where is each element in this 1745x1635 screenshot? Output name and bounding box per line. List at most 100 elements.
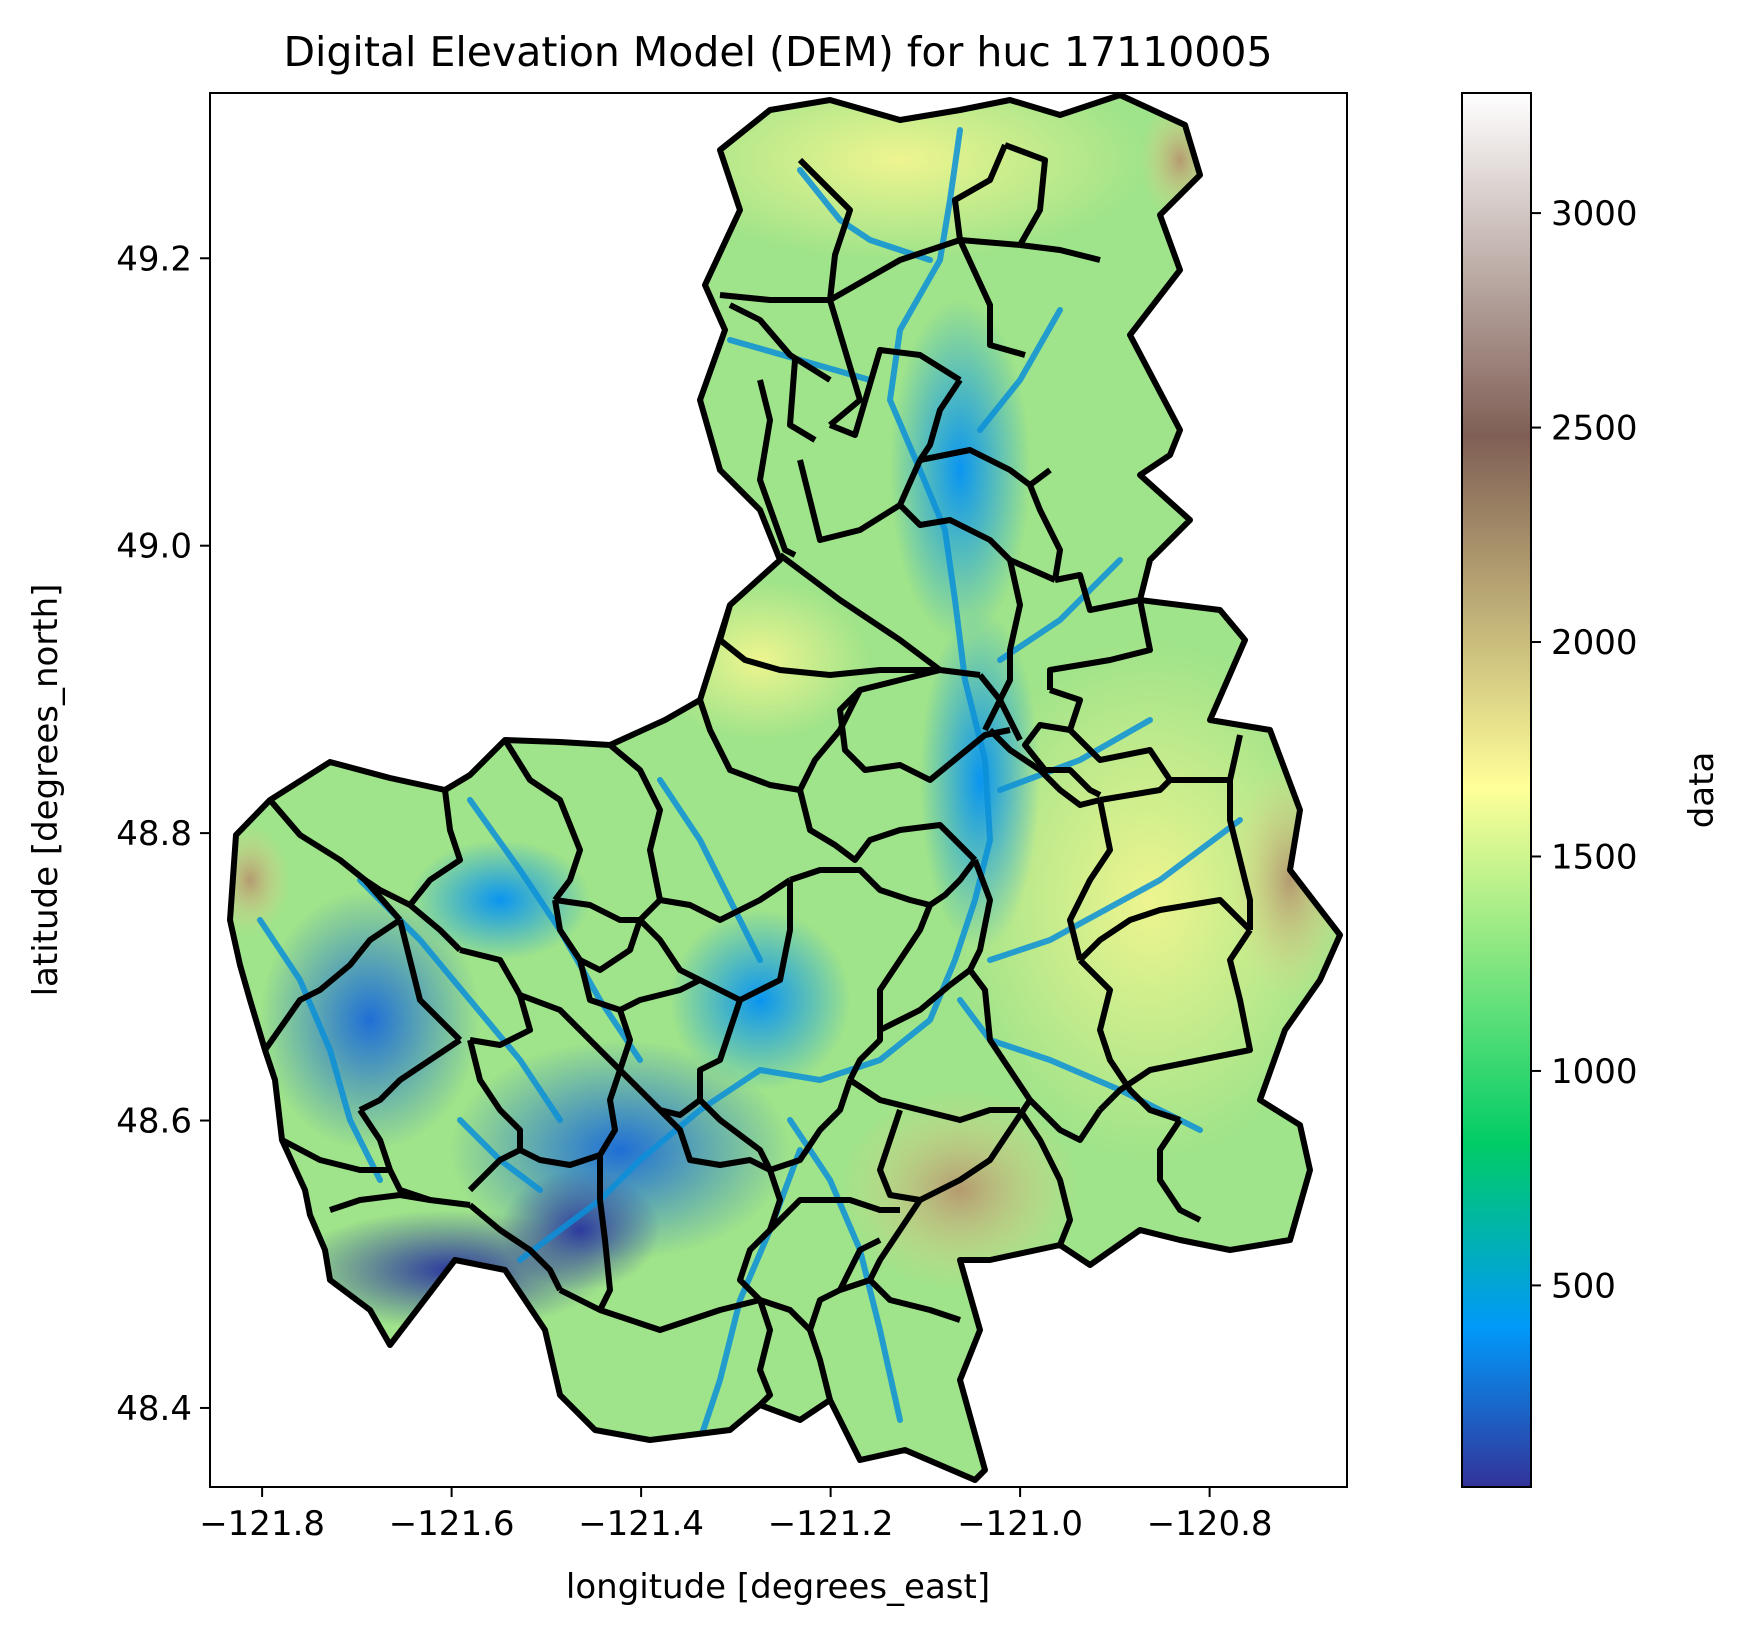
subbasin-boundary (1022, 722, 1102, 798)
subbasin-boundary (789, 867, 931, 908)
subbasin-boundary (847, 903, 933, 1082)
river-channel (517, 127, 993, 1263)
subbasin-boundary (518, 992, 623, 1073)
subbasin-boundary (837, 1237, 882, 1292)
dem-valley-upper (890, 300, 1030, 640)
subbasin-boundary (262, 917, 402, 1052)
subbasin-boundary (797, 688, 863, 792)
subbasin-boundary (807, 1277, 871, 1401)
subbasin-boundary (467, 1069, 623, 1193)
subbasin-boundary (928, 858, 978, 908)
subbasin-boundary (617, 1009, 633, 1071)
subbasin-boundary (578, 919, 643, 973)
colorbar-tick-label: 1500 (1551, 837, 1638, 877)
subbasin-boundary (1227, 734, 1253, 930)
subbasin-boundary (952, 143, 1008, 241)
subbasin-boundary (918, 1098, 1033, 1203)
subbasin-boundary (848, 1077, 1020, 1123)
river-channel (997, 557, 1123, 663)
colorbar-tick-label: 2500 (1551, 409, 1638, 449)
subbasin-boundary (1067, 799, 1113, 961)
dem-valley-middle (920, 610, 1040, 950)
subbasin-boundary (329, 1192, 431, 1213)
subbasin-boundary (554, 897, 640, 923)
subbasin-boundary (1099, 777, 1173, 803)
subbasin-boundary (1054, 572, 1141, 613)
subbasin-boundary (797, 789, 978, 863)
river-channel (977, 307, 1063, 433)
subbasin-boundary (1157, 1118, 1202, 1223)
colorbar-tick-label: 1000 (1551, 1052, 1638, 1092)
subbasin-boundary (407, 789, 463, 953)
x-tick-label: −121.0 (957, 1504, 1083, 1544)
y-tick-label: 48.8 (116, 814, 192, 854)
x-tick-label: −120.8 (1147, 1504, 1273, 1544)
subbasin-boundary (837, 667, 1011, 783)
subbasin-boundary (897, 502, 1057, 583)
subbasin-boundary (957, 238, 1026, 358)
y-axis-title: latitude [degrees_north] (26, 584, 66, 997)
subbasin-boundary (717, 604, 940, 678)
subbasin-boundary (738, 880, 793, 1003)
subbasin-boundary (827, 299, 863, 428)
subbasin-boundary (1047, 599, 1153, 690)
dem-lowland-outlet (500, 1170, 660, 1290)
subbasin-boundary (828, 347, 962, 438)
x-tick-label: −121.6 (389, 1504, 515, 1544)
subbasin-boundary (558, 1287, 761, 1333)
x-tick-label: −121.2 (768, 1504, 894, 1544)
subbasin-boundary (737, 1169, 783, 1303)
dem-valley-confluence (670, 910, 850, 1090)
y-tick-label: 48.4 (116, 1389, 192, 1429)
plot-title: Digital Elevation Model (DEM) for huc 17… (283, 28, 1272, 76)
colorbar (1461, 92, 1532, 1488)
subbasin-boundary (967, 968, 1103, 1143)
basin-outline (227, 92, 1343, 1483)
river-channel (987, 817, 1243, 963)
subbasin-boundary (397, 919, 463, 1043)
subbasin-boundary (637, 877, 792, 923)
subbasin-boundary (357, 1108, 471, 1208)
subbasin-boundary (757, 1299, 773, 1408)
subbasin-boundary (363, 877, 412, 908)
subbasin-boundary (459, 947, 523, 997)
subbasin-boundary (982, 559, 1023, 732)
colorbar-tick-label: 3000 (1551, 194, 1638, 234)
subbasin-boundary (1077, 897, 1253, 963)
subbasin-boundaries (227, 92, 1343, 1483)
subbasin-boundary (659, 1097, 702, 1118)
subbasin-boundary (797, 157, 853, 301)
colorbar-tick-label: 2000 (1551, 623, 1638, 663)
subbasin-boundary (502, 738, 583, 902)
river-channel (997, 717, 1153, 793)
river-channel (797, 167, 933, 263)
subbasin-boundary (769, 1079, 853, 1173)
subbasin-boundary (358, 1037, 462, 1113)
dem-lowland-west (260, 890, 480, 1150)
subbasin-boundary (637, 917, 702, 983)
y-axis: 49.2 49.0 48.8 48.6 48.4 (116, 239, 210, 1429)
river-channel (657, 777, 763, 963)
x-axis: −121.8 −121.6 −121.4 −121.2 −121.0 −120.8 (199, 1487, 1273, 1544)
colorbar-axis: 500 1000 1500 2000 2500 3000 (1531, 194, 1638, 1306)
subbasin-boundary (719, 237, 1021, 303)
x-tick-label: −121.4 (578, 1504, 704, 1544)
subbasin-boundary (697, 699, 801, 793)
subbasin-boundary (469, 994, 533, 1048)
x-axis-title: longitude [degrees_east] (566, 1567, 990, 1607)
subbasin-boundary (767, 1197, 900, 1233)
subbasin-boundary (728, 302, 832, 383)
subbasin-boundary (948, 858, 993, 988)
colorbar-title: data (1682, 752, 1722, 829)
y-tick-label: 49.0 (116, 527, 192, 567)
subbasin-boundary (878, 982, 952, 1033)
subbasin-boundary (468, 1202, 563, 1292)
subbasin-boundary (1077, 957, 1181, 1123)
subbasin-boundary (778, 552, 981, 678)
subbasin-boundary (1003, 142, 1048, 247)
subbasin-boundary (759, 1297, 813, 1333)
subbasin-boundary (597, 1155, 613, 1312)
subbasin-boundary (617, 1067, 772, 1173)
y-tick-label: 48.6 (116, 1102, 192, 1142)
